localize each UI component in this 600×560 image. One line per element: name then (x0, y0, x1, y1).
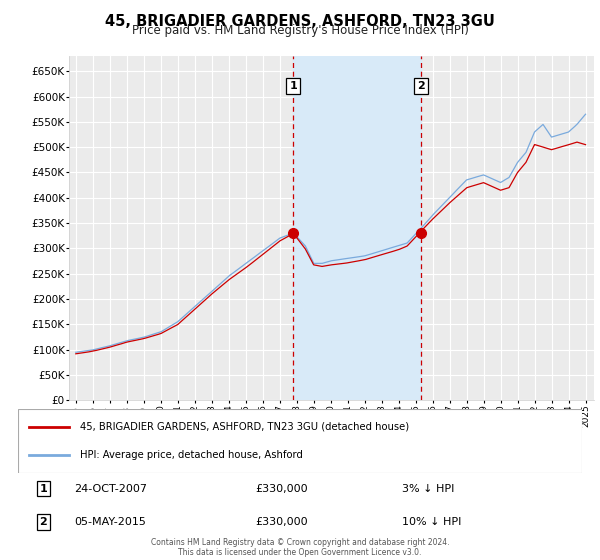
Text: 2: 2 (40, 517, 47, 527)
Text: 24-OCT-2007: 24-OCT-2007 (74, 484, 148, 494)
Text: 3% ↓ HPI: 3% ↓ HPI (401, 484, 454, 494)
Text: Price paid vs. HM Land Registry's House Price Index (HPI): Price paid vs. HM Land Registry's House … (131, 24, 469, 37)
Text: 10% ↓ HPI: 10% ↓ HPI (401, 517, 461, 527)
Text: 1: 1 (40, 484, 47, 494)
FancyBboxPatch shape (18, 409, 582, 473)
Text: 2: 2 (418, 81, 425, 91)
Text: HPI: Average price, detached house, Ashford: HPI: Average price, detached house, Ashf… (80, 450, 303, 460)
Bar (293, 56, 421, 400)
Text: 05-MAY-2015: 05-MAY-2015 (74, 517, 146, 527)
Text: 45, BRIGADIER GARDENS, ASHFORD, TN23 3GU (detached house): 45, BRIGADIER GARDENS, ASHFORD, TN23 3GU… (80, 422, 409, 432)
Text: £330,000: £330,000 (255, 484, 308, 494)
Text: 45, BRIGADIER GARDENS, ASHFORD, TN23 3GU: 45, BRIGADIER GARDENS, ASHFORD, TN23 3GU (105, 14, 495, 29)
Text: £330,000: £330,000 (255, 517, 308, 527)
Text: Contains HM Land Registry data © Crown copyright and database right 2024.
This d: Contains HM Land Registry data © Crown c… (151, 538, 449, 557)
Text: 1: 1 (290, 81, 298, 91)
